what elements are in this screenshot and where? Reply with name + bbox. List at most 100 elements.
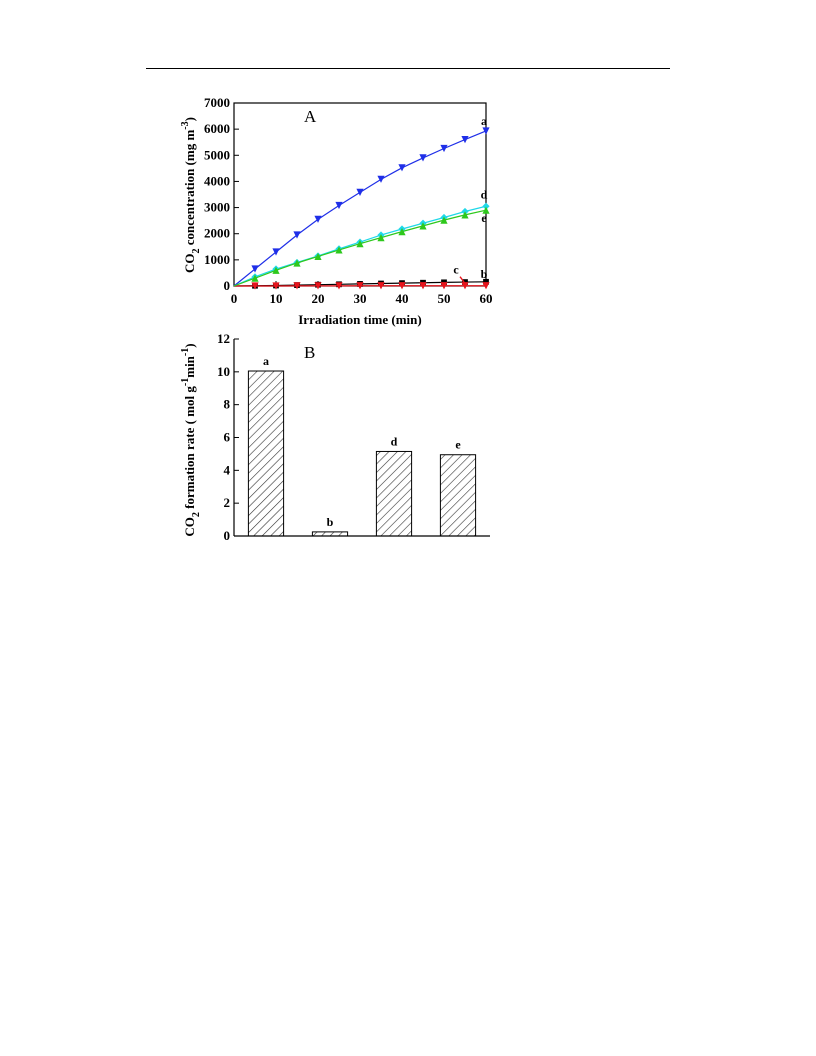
bar-e (439, 454, 477, 537)
y-axis-title-b-sub: 2 (191, 512, 202, 517)
y-axis-title-a: CO2 concentration (mg m-3) (180, 117, 202, 273)
data-point (462, 279, 468, 285)
data-point (335, 201, 343, 210)
bar-label-e: e (455, 438, 461, 452)
panel-label-b: B (304, 343, 315, 362)
series-line-e (233, 209, 487, 287)
data-point (419, 282, 427, 290)
data-point (398, 164, 406, 172)
data-point (461, 136, 469, 144)
y-tick-label-a: 7000 (204, 95, 230, 110)
data-point (482, 206, 490, 214)
line-chart-panel-a: 0 1000 2000 3000 4000 5000 6000 7000 0 10 20 30 40 5… (180, 95, 493, 327)
y-axis-title-a-main: CO (182, 253, 197, 273)
data-point (314, 215, 322, 223)
y-axis-title-b-main: CO (182, 517, 197, 537)
data-point (419, 154, 427, 162)
y-axis-a: 0 1000 2000 3000 4000 5000 6000 7000 (204, 95, 239, 293)
y-axis-title-b-end: ) (182, 343, 197, 347)
series-group-a: a b c de (233, 114, 490, 290)
data-point (314, 282, 322, 290)
series-c: c (234, 263, 490, 290)
bar-a (247, 370, 285, 537)
y-tick-label-b: 8 (224, 397, 231, 412)
y-axis-title-b-sup: -1 (180, 378, 191, 386)
x-tick-label-a: 60 (480, 291, 493, 306)
data-point (461, 282, 469, 290)
data-point (335, 246, 343, 254)
x-tick-label-a: 50 (438, 291, 451, 306)
bar-label-d: d (391, 434, 398, 448)
x-axis-title-a: Irradiation time (min) (298, 312, 421, 327)
data-point (440, 282, 448, 290)
x-tick-label-a: 30 (354, 291, 367, 306)
bar-label-b: b (327, 515, 334, 529)
data-point (419, 222, 427, 230)
y-tick-label-a: 5000 (204, 147, 230, 162)
data-point (272, 266, 280, 274)
bar-b (311, 531, 349, 537)
bars-group-b: a b d e (247, 354, 477, 537)
panel-label-a: A (304, 107, 317, 126)
series-label-c: c (453, 263, 459, 277)
series-a: a (233, 114, 490, 287)
data-point (251, 282, 259, 290)
y-tick-label-a: 6000 (204, 121, 230, 136)
data-point (314, 252, 322, 261)
series-label-b: b (481, 267, 488, 281)
y-tick-label-b: 2 (224, 495, 231, 510)
series-label-e: e (481, 211, 487, 225)
series-e: e (233, 206, 490, 287)
data-point (377, 234, 385, 242)
data-point (356, 188, 364, 197)
y-axis-title-a-end: ) (182, 117, 197, 121)
y-axis-title-a-rest: concentration (mg m (182, 130, 197, 249)
y-axis-title-b-sup2: -1 (180, 348, 191, 356)
y-tick-label-a: 0 (224, 278, 231, 293)
series-line-a (233, 130, 487, 287)
bar-d (375, 450, 413, 537)
data-point (356, 240, 364, 248)
data-point (377, 282, 385, 290)
y-tick-label-b: 6 (224, 430, 231, 445)
data-point (356, 282, 364, 290)
data-point (272, 282, 280, 290)
data-point (272, 248, 280, 256)
data-point (440, 216, 448, 224)
data-point (482, 127, 490, 135)
x-tick-label-a: 10 (270, 291, 283, 306)
data-point (461, 211, 469, 219)
x-tick-label-a: 40 (396, 291, 409, 306)
x-tick-label-a: 20 (312, 291, 325, 306)
data-point (293, 231, 301, 239)
data-point (251, 265, 259, 273)
y-axis-title-a-sub: 2 (191, 248, 202, 253)
y-tick-label-b: 0 (224, 528, 231, 543)
y-axis-title-b-mid: min (182, 355, 197, 377)
x-tick-label-a: 0 (231, 291, 238, 306)
y-tick-label-b: 10 (217, 364, 230, 379)
series-label-pointer-c (459, 276, 467, 287)
y-tick-label-b: 4 (224, 462, 231, 477)
data-point (251, 274, 259, 282)
y-tick-label-a: 1000 (204, 252, 230, 267)
y-axis-title-b: CO2 formation rate ( mol g-1min-1) (180, 343, 202, 536)
series-label-a: a (481, 114, 487, 128)
data-point (440, 144, 448, 153)
series-label-d: d (481, 187, 488, 201)
data-point (293, 282, 301, 290)
data-point (482, 202, 490, 210)
page-top-rule (146, 68, 670, 69)
data-point (483, 278, 489, 285)
data-point (377, 175, 385, 183)
y-tick-label-a: 4000 (204, 173, 230, 188)
x-axis-a: 0 10 20 30 40 50 60 (231, 281, 493, 306)
data-point (293, 259, 301, 267)
data-point (335, 282, 343, 290)
y-axis-title-a-sup: -3 (180, 121, 191, 129)
data-point (398, 282, 406, 290)
y-axis-b: 0 2 4 6 8 10 12 (217, 331, 239, 543)
data-point (398, 228, 406, 236)
